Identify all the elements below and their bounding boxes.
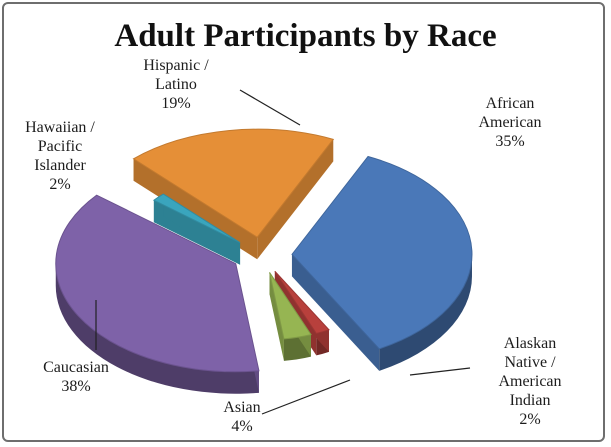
slice-wall	[291, 254, 380, 371]
data-label-hawaiian-pacific-islander: Hawaiian / Pacific Islander 2%	[25, 119, 95, 193]
category-label: Latino	[155, 76, 197, 93]
slice-side	[379, 254, 472, 371]
pct-label: 38%	[61, 378, 90, 395]
leader-line	[409, 367, 471, 376]
pct-label: 2%	[519, 411, 540, 428]
slice-african-american	[291, 155, 473, 371]
pct-label: 2%	[49, 176, 70, 193]
category-label: African	[486, 95, 535, 112]
data-label-caucasian: Caucasian 38%	[43, 359, 109, 395]
category-label: Native /	[504, 354, 556, 371]
pct-label: 35%	[495, 133, 524, 150]
pct-label: 19%	[161, 95, 190, 112]
slice-hawaiian-pacific-islander	[152, 193, 241, 265]
data-label-hispanic-latino: Hispanic / Latino 19%	[143, 57, 209, 112]
category-label: Indian	[510, 392, 551, 409]
slice-top	[132, 128, 335, 238]
category-label: Hispanic /	[143, 57, 209, 74]
slice-caucasian	[55, 194, 260, 394]
category-label: American	[498, 373, 561, 390]
category-label: Islander	[34, 157, 86, 174]
category-label: Pacific	[38, 138, 82, 155]
slice-wall	[257, 139, 334, 260]
data-label-asian: Asian 4%	[223, 399, 260, 435]
slice-top	[291, 155, 473, 350]
leader-line	[261, 379, 351, 415]
slice-top	[152, 193, 241, 244]
pct-label: 4%	[231, 418, 252, 435]
slice-wall	[269, 272, 284, 361]
category-label: American	[478, 114, 541, 131]
slice-top	[55, 194, 260, 373]
category-label: Asian	[223, 399, 260, 416]
slice-top	[274, 270, 330, 334]
category-label: Alaskan	[504, 335, 556, 352]
slice-side	[55, 263, 259, 394]
data-label-african-american: African American 35%	[478, 95, 541, 150]
category-label: Caucasian	[43, 359, 109, 376]
data-label-alaskan-native-american-indian: Alaskan Native / American Indian 2%	[498, 335, 561, 428]
slice-asian	[269, 272, 312, 361]
slice-top	[269, 272, 312, 340]
chart-title: Adult Participants by Race	[114, 18, 497, 54]
category-label: Hawaiian /	[25, 119, 95, 136]
leader-line	[239, 89, 301, 126]
